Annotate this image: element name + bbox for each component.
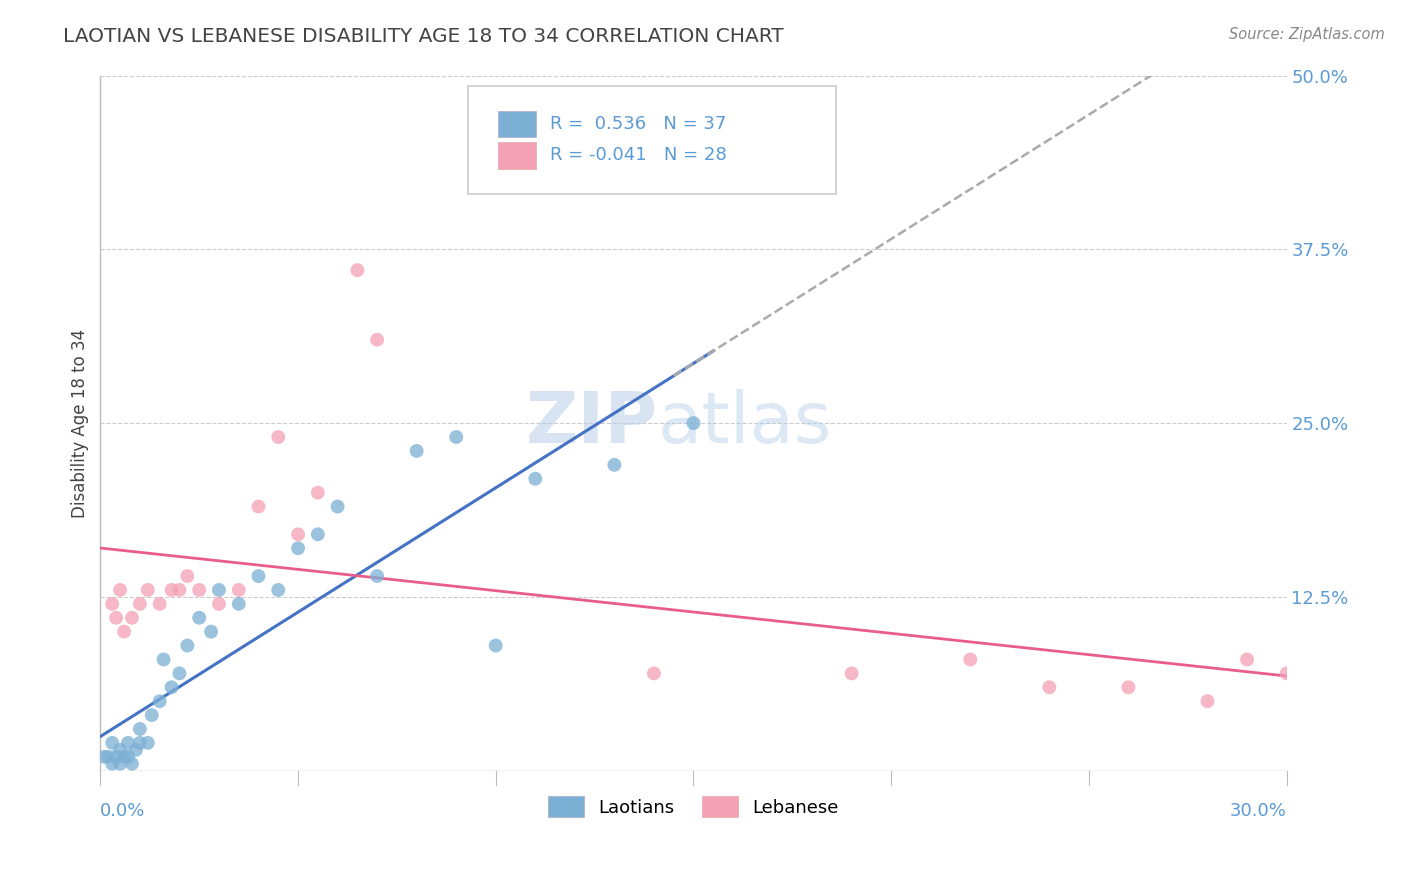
- Point: [188, 611, 211, 625]
- Point: [101, 756, 124, 771]
- Point: [136, 582, 159, 597]
- Point: [93, 749, 115, 764]
- Text: 30.0%: 30.0%: [1230, 802, 1286, 820]
- Text: 0.0%: 0.0%: [100, 802, 146, 820]
- Point: [228, 582, 250, 597]
- Point: [101, 597, 124, 611]
- FancyBboxPatch shape: [468, 86, 835, 194]
- Point: [267, 582, 290, 597]
- Text: LAOTIAN VS LEBANESE DISABILITY AGE 18 TO 34 CORRELATION CHART: LAOTIAN VS LEBANESE DISABILITY AGE 18 TO…: [63, 27, 785, 45]
- Point: [128, 722, 150, 736]
- Point: [97, 749, 120, 764]
- Point: [125, 743, 148, 757]
- Point: [169, 666, 191, 681]
- Point: [101, 736, 124, 750]
- Point: [326, 500, 349, 514]
- Point: [117, 749, 139, 764]
- Text: R = -0.041   N = 28: R = -0.041 N = 28: [550, 146, 727, 164]
- Text: ZIP: ZIP: [526, 389, 658, 458]
- Point: [1275, 666, 1298, 681]
- Point: [841, 666, 863, 681]
- Point: [128, 736, 150, 750]
- Point: [228, 597, 250, 611]
- Point: [444, 430, 467, 444]
- Point: [105, 749, 128, 764]
- Point: [112, 624, 135, 639]
- Point: [307, 485, 329, 500]
- Point: [176, 569, 198, 583]
- Point: [108, 582, 131, 597]
- Point: [1038, 680, 1060, 694]
- Point: [121, 756, 143, 771]
- Point: [108, 743, 131, 757]
- Point: [128, 597, 150, 611]
- Point: [485, 639, 508, 653]
- Point: [160, 680, 183, 694]
- Point: [959, 652, 981, 666]
- Point: [1236, 652, 1258, 666]
- Point: [108, 756, 131, 771]
- Point: [603, 458, 626, 472]
- Point: [643, 666, 665, 681]
- Point: [247, 569, 270, 583]
- Point: [307, 527, 329, 541]
- Point: [208, 582, 231, 597]
- Point: [160, 582, 183, 597]
- Point: [287, 527, 309, 541]
- Point: [149, 694, 172, 708]
- Point: [169, 582, 191, 597]
- Point: [200, 624, 222, 639]
- Point: [105, 611, 128, 625]
- Point: [346, 263, 368, 277]
- Point: [141, 708, 163, 723]
- Point: [405, 444, 427, 458]
- Point: [267, 430, 290, 444]
- Point: [152, 652, 174, 666]
- Point: [149, 597, 172, 611]
- Y-axis label: Disability Age 18 to 34: Disability Age 18 to 34: [72, 328, 89, 517]
- Point: [136, 736, 159, 750]
- Point: [1118, 680, 1140, 694]
- Bar: [498, 111, 536, 137]
- Point: [366, 569, 388, 583]
- Point: [247, 500, 270, 514]
- Bar: [498, 142, 536, 169]
- Legend: Laotians, Lebanese: Laotians, Lebanese: [541, 789, 846, 824]
- Point: [188, 582, 211, 597]
- Point: [117, 736, 139, 750]
- Text: R =  0.536   N = 37: R = 0.536 N = 37: [550, 115, 727, 133]
- Point: [287, 541, 309, 556]
- Point: [112, 749, 135, 764]
- Point: [121, 611, 143, 625]
- Point: [524, 472, 547, 486]
- Text: atlas: atlas: [658, 389, 832, 458]
- Point: [176, 639, 198, 653]
- Point: [366, 333, 388, 347]
- Point: [208, 597, 231, 611]
- Point: [1197, 694, 1219, 708]
- Point: [682, 416, 704, 430]
- Text: Source: ZipAtlas.com: Source: ZipAtlas.com: [1229, 27, 1385, 42]
